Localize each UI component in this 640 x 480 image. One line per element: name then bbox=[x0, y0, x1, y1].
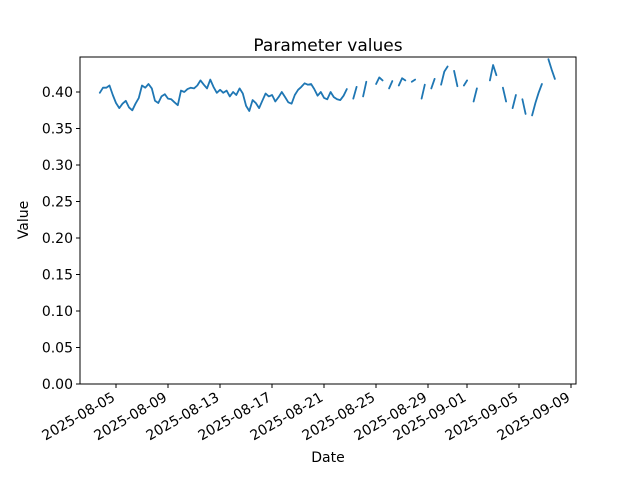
y-tick-label: 0.10 bbox=[42, 304, 73, 320]
y-tick-label: 0.15 bbox=[42, 268, 73, 284]
chart-title: Parameter values bbox=[253, 36, 402, 56]
plot-border bbox=[79, 56, 577, 385]
y-axis-title: Value bbox=[16, 201, 32, 239]
y-tick-label: 0.05 bbox=[42, 341, 73, 357]
axes-layer: 2025-08-052025-08-092025-08-132025-08-17… bbox=[40, 56, 577, 444]
y-tick-label: 0.00 bbox=[42, 377, 73, 393]
series-line bbox=[98, 58, 556, 117]
y-tick-label: 0.30 bbox=[42, 158, 73, 174]
y-tick-label: 0.35 bbox=[42, 122, 73, 138]
x-axis-title: Date bbox=[311, 450, 344, 466]
y-tick-label: 0.20 bbox=[42, 231, 73, 247]
y-tick-label: 0.40 bbox=[42, 85, 73, 101]
y-axis-ticks: 0.00 0.05 0.10 0.15 0.20 0.25 0.30 0.35 0.40 bbox=[42, 85, 80, 393]
x-axis-ticks: 2025-08-052025-08-092025-08-132025-08-17… bbox=[40, 384, 573, 444]
y-tick-label: 0.25 bbox=[42, 195, 73, 211]
